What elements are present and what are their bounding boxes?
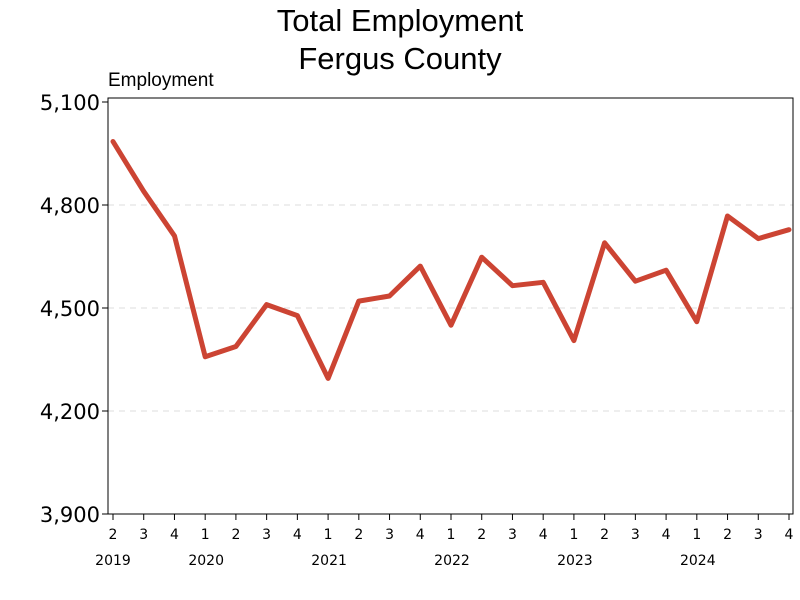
- x-tick-label: 2: [600, 527, 609, 543]
- data-point: [725, 213, 730, 218]
- data-point: [571, 338, 576, 343]
- x-tick-label: 3: [631, 527, 640, 543]
- x-tick-label: 2: [109, 527, 118, 543]
- data-point: [449, 323, 453, 328]
- x-tick-label: 2: [723, 527, 732, 543]
- x-tick-label: 1: [569, 527, 578, 543]
- x-tick-label: 3: [385, 527, 394, 543]
- data-point: [756, 236, 761, 241]
- y-tick-label: 4,800: [40, 194, 100, 218]
- y-tick-label: 4,500: [40, 297, 100, 321]
- data-point: [787, 227, 791, 232]
- data-point: [356, 299, 361, 304]
- year-label: 2019: [95, 553, 131, 569]
- data-point: [541, 280, 546, 285]
- data-point: [295, 313, 300, 318]
- year-label: 2021: [311, 553, 347, 569]
- x-tick-label: 3: [754, 527, 763, 543]
- y-tick-label: 5,100: [40, 91, 100, 115]
- x-tick-label: 4: [662, 527, 671, 543]
- data-point: [326, 376, 331, 381]
- data-point: [602, 240, 607, 245]
- chart-title: Total Employment: [276, 3, 524, 38]
- x-tick-label: 1: [324, 527, 333, 543]
- series-line: [110, 139, 792, 381]
- y-tick-label: 4,200: [40, 400, 100, 424]
- x-tick-label: 3: [262, 527, 271, 543]
- data-point: [694, 319, 699, 324]
- data-point: [479, 255, 484, 260]
- data-point: [664, 268, 669, 273]
- x-tick-label: 2: [354, 527, 363, 543]
- data-point: [418, 264, 423, 269]
- year-label: 2022: [434, 553, 470, 569]
- x-tick-label: 4: [293, 527, 302, 543]
- x-tick-label: 1: [692, 527, 701, 543]
- year-label: 2023: [557, 553, 593, 569]
- chart-title-block: Total Employment Fergus County: [0, 2, 800, 78]
- x-tick-label: 4: [785, 527, 794, 543]
- x-tick-label: 1: [447, 527, 456, 543]
- axis-layer: 3,900 4,200 4,500 4,800 5,100 2 3 4 1 2 3 4 1 2 3 4 1 2 3 4…: [40, 91, 794, 569]
- data-point: [387, 293, 392, 298]
- data-point: [203, 354, 208, 359]
- data-point: [633, 279, 638, 284]
- x-tick-label: 1: [201, 527, 210, 543]
- x-tick-label: 2: [231, 527, 240, 543]
- data-point: [141, 189, 146, 194]
- series-layer: [110, 139, 792, 381]
- data-point: [111, 139, 115, 144]
- data-point: [264, 302, 269, 307]
- x-tick-label: 3: [139, 527, 148, 543]
- chart-subtitle: Fergus County: [298, 41, 502, 76]
- x-tick-label: 4: [539, 527, 548, 543]
- year-label: 2020: [188, 553, 224, 569]
- x-tick-label: 3: [508, 527, 517, 543]
- x-tick-label: 4: [416, 527, 425, 543]
- y-axis-label: Employment: [108, 70, 214, 91]
- data-point: [172, 233, 177, 238]
- year-label: 2024: [680, 553, 716, 569]
- data-point: [510, 283, 515, 288]
- data-point: [233, 344, 238, 349]
- x-tick-label: 2: [477, 527, 486, 543]
- x-tick-label: 4: [170, 527, 179, 543]
- grid-layer: [108, 204, 793, 412]
- y-tick-label: 3,900: [40, 503, 100, 527]
